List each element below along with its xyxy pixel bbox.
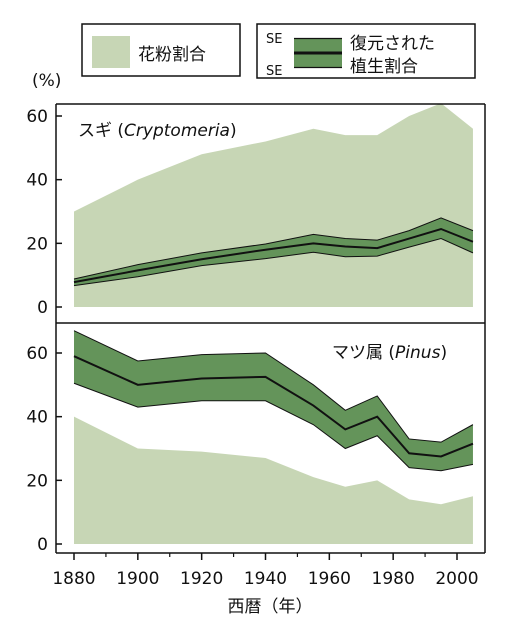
se-lower-line [73,382,474,472]
panel-cryptomeria: 0 20 40 60 スギ (Cryptomeria) [26,103,474,318]
se-band [74,330,473,471]
panel-label: マツ属 (Pinus) [332,343,447,363]
x-tick-label: 2000 [435,569,478,589]
legend-recon-line2: 植生割合 [350,57,418,77]
legend-se-bottom: SE [266,64,282,79]
y-tick-label: 60 [26,344,48,364]
legend-recon-line1: 復元された [350,34,435,54]
y-axis-unit: (%) [32,71,61,91]
x-tick-label: 1980 [372,569,415,589]
se-band-layer [73,217,474,287]
legend-pollen-label: 花粉割合 [138,45,206,65]
recon-line [73,355,474,458]
legend: 花粉割合 SE SE 復元された 植生割合 [81,23,476,79]
recon-line-layer [73,227,474,284]
se-band-layer [73,330,474,472]
y-tick-label: 40 [26,171,48,191]
se-band [74,217,473,286]
x-axis-title: 西暦（年） [228,597,313,617]
x-tick-label: 1960 [308,569,351,589]
se-upper-line [73,217,474,280]
y-tick-label: 40 [26,408,48,428]
pollen-area-layer [74,416,473,544]
y-tick-label: 0 [37,298,48,318]
pollen-area [74,416,473,544]
recon-line [73,227,474,284]
x-tick-label: 1920 [180,569,223,589]
x-tick-label: 1940 [244,569,287,589]
x-axis: 1880 1900 1920 1940 1960 1980 2000 [52,553,479,589]
y-tick-label: 20 [26,234,48,254]
legend-se-top: SE [266,32,282,47]
recon-line-layer [73,355,474,458]
panel-pinus: 0 20 40 60 マツ属 (Pinus) [26,330,474,555]
y-axis: 0 20 40 60 [26,344,62,555]
legend-recon-box [256,23,476,79]
panel-label: スギ (Cryptomeria) [78,121,237,141]
x-tick-label: 1880 [52,569,95,589]
legend-pollen-swatch [92,36,130,68]
se-upper-line [73,330,474,443]
y-tick-label: 0 [37,535,48,555]
y-axis: 0 20 40 60 [26,107,62,318]
se-lower-line [73,238,474,287]
x-tick-label: 1900 [116,569,159,589]
legend-pollen-box [81,23,241,77]
y-tick-label: 20 [26,471,48,491]
y-tick-label: 60 [26,107,48,127]
